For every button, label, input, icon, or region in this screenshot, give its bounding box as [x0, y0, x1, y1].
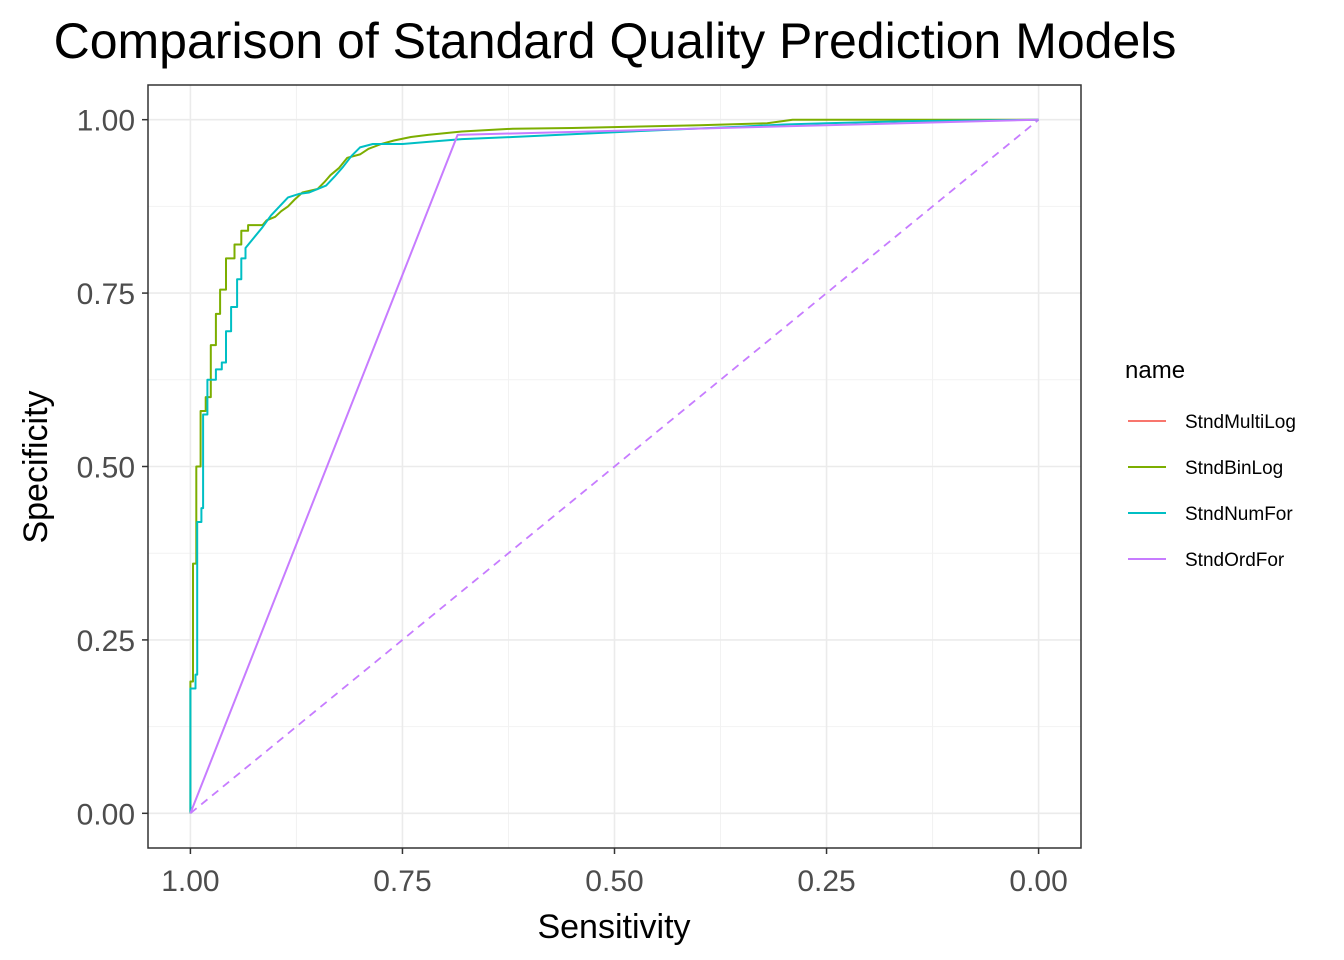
x-tick-label: 0.00: [1009, 865, 1067, 898]
legend-label-stndnumfor: StndNumFor: [1185, 504, 1293, 525]
legend-title: name: [1125, 357, 1185, 384]
legend-label-stndbinlog: StndBinLog: [1185, 458, 1283, 479]
legend: name StndMultiLog StndBinLog StndNumFor Stn…: [1125, 357, 1296, 571]
y-tick-label: 0.50: [77, 452, 135, 485]
x-axis-title: Sensitivity: [537, 908, 690, 946]
legend-label-stndordfor: StndOrdFor: [1185, 550, 1285, 571]
series-line-stndordfor: [189, 118, 1039, 814]
chart-title: Comparison of Standard Quality Predictio…: [54, 13, 1177, 69]
series-line-stndbinlog: [189, 118, 1039, 814]
reference-diagonal-line: [189, 119, 1040, 814]
x-axis: 1.00 0.75 0.50 0.25 0.00: [161, 848, 1068, 898]
y-tick-label: 0.25: [77, 625, 135, 658]
y-tick-label: 0.75: [77, 278, 135, 311]
legend-label-stndmultilog: StndMultiLog: [1185, 412, 1296, 433]
x-tick-label: 0.25: [797, 865, 855, 898]
y-tick-label: 0.00: [77, 798, 135, 831]
plot-area: [189, 118, 1040, 814]
x-tick-label: 1.00: [161, 865, 219, 898]
x-tick-label: 0.75: [373, 865, 431, 898]
y-tick-label: 1.00: [77, 105, 135, 138]
x-tick-label: 0.50: [585, 865, 643, 898]
y-axis-title: Specificity: [17, 390, 55, 543]
y-axis: 0.00 0.25 0.50 0.75 1.00: [77, 105, 148, 831]
series-line-stndnumfor: [189, 118, 1039, 814]
